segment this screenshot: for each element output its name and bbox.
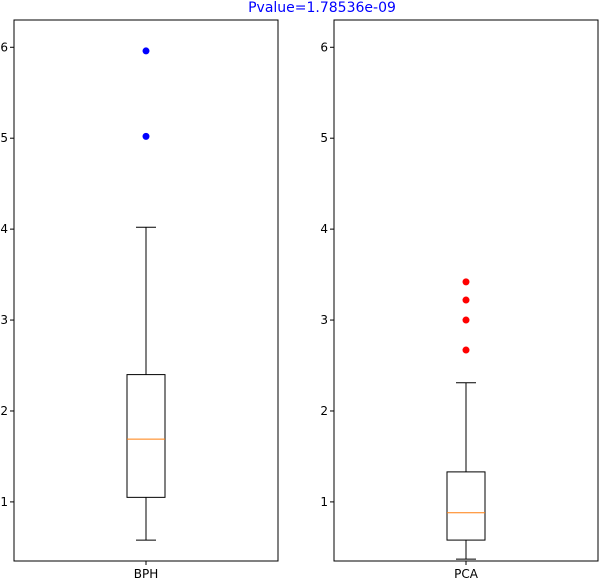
bph-ytick-label: 5	[0, 131, 8, 145]
bph-iqr-box	[126, 374, 166, 498]
pca-ytick-label: 5	[320, 131, 328, 145]
bph-ytick-label: 1	[0, 495, 8, 509]
panel-bph: 1 2 3 4 5 6 BPH	[0, 19, 279, 580]
pca-ytick-label: 3	[320, 313, 328, 327]
pca-category-label: PCA	[454, 567, 479, 580]
pca-outlier-point	[462, 316, 470, 324]
bph-category-label: BPH	[134, 567, 159, 580]
pca-iqr-box	[446, 471, 486, 541]
panel-pca: 1 2 3 4 5 6 PCA	[320, 19, 599, 580]
bph-ytick-label: 3	[0, 313, 8, 327]
bph-outlier-point	[142, 47, 150, 55]
pca-outlier-point	[462, 278, 470, 286]
pca-outlier-point	[462, 346, 470, 354]
bph-ytick-label: 4	[0, 222, 8, 236]
pca-ytick-label: 4	[320, 222, 328, 236]
pca-ytick-label: 1	[320, 495, 328, 509]
pca-axes-frame	[333, 19, 599, 562]
pca-ytick-label: 2	[320, 404, 328, 418]
bph-ytick-label: 6	[0, 40, 8, 54]
bph-ytick-label: 2	[0, 404, 8, 418]
pca-ytick-label: 6	[320, 40, 328, 54]
bph-outlier-point	[142, 132, 150, 140]
chart-title: Pvalue=1.78536e-09	[248, 0, 396, 16]
pca-outlier-point	[462, 296, 470, 304]
